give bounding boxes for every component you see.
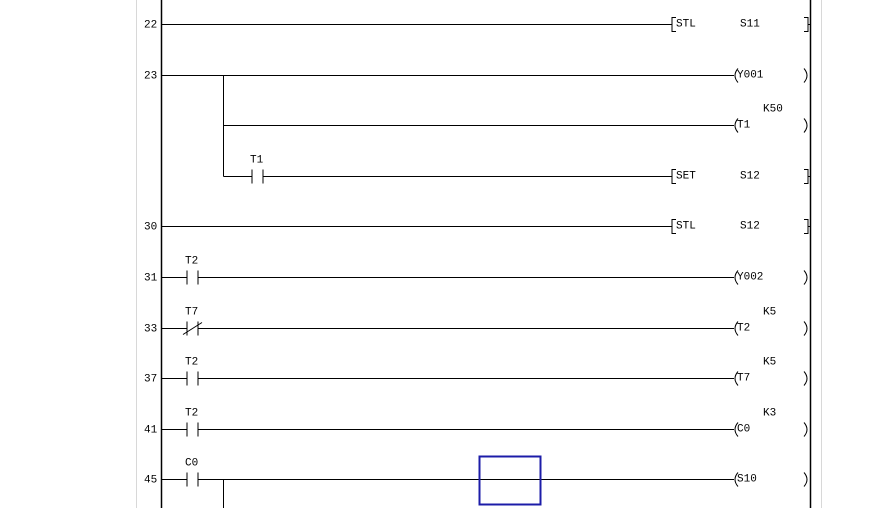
instruction-op[interactable]: STL bbox=[676, 19, 696, 31]
step-number: 30 bbox=[144, 222, 157, 234]
step-number: 23 bbox=[144, 71, 157, 83]
step-number: 37 bbox=[144, 374, 157, 386]
coil-close-paren bbox=[803, 321, 808, 336]
coil-close-paren bbox=[803, 472, 808, 487]
contact-label: C0 bbox=[185, 458, 198, 470]
instruction-open-bracket bbox=[668, 17, 676, 32]
step-number: 22 bbox=[144, 20, 157, 32]
coil-close-paren bbox=[803, 118, 808, 133]
coil-preset: K3 bbox=[763, 408, 776, 420]
coil-operand[interactable]: T7 bbox=[737, 373, 750, 385]
contact-label: T1 bbox=[250, 155, 264, 167]
instruction-close-bracket bbox=[804, 219, 810, 234]
coil-open-paren bbox=[734, 472, 739, 487]
coil-close-paren bbox=[803, 68, 808, 83]
instruction-operand[interactable]: S11 bbox=[740, 19, 760, 31]
coil-operand[interactable]: Y001 bbox=[737, 70, 764, 82]
coil-operand[interactable]: C0 bbox=[737, 424, 750, 436]
instruction-op[interactable]: STL bbox=[676, 221, 696, 233]
contact-label: T2 bbox=[185, 408, 198, 420]
coil-open-paren bbox=[734, 321, 739, 336]
coil-preset: K5 bbox=[763, 357, 776, 369]
contact-label: T2 bbox=[185, 357, 198, 369]
coil-preset: K5 bbox=[763, 307, 776, 319]
coil-close-paren bbox=[803, 422, 808, 437]
contact-nc-slash bbox=[182, 322, 203, 335]
coil-operand[interactable]: T2 bbox=[737, 323, 750, 335]
instruction-close-bracket bbox=[804, 169, 810, 184]
coil-close-paren bbox=[803, 371, 808, 386]
contact-label: T2 bbox=[185, 256, 198, 268]
coil-open-paren bbox=[734, 118, 739, 133]
instruction-open-bracket bbox=[668, 219, 676, 234]
coil-open-paren bbox=[734, 422, 739, 437]
contact-label: T7 bbox=[185, 307, 198, 319]
instruction-close-bracket bbox=[804, 17, 810, 32]
coil-operand[interactable]: S10 bbox=[737, 474, 757, 486]
instruction-op[interactable]: SET bbox=[676, 171, 696, 183]
step-number: 41 bbox=[144, 425, 158, 437]
step-number: 45 bbox=[144, 475, 157, 487]
coil-operand[interactable]: T1 bbox=[737, 120, 751, 132]
instruction-operand[interactable]: S12 bbox=[740, 171, 760, 183]
coil-open-paren bbox=[734, 371, 739, 386]
step-number: 31 bbox=[144, 273, 158, 285]
cursor-box[interactable] bbox=[478, 455, 542, 506]
instruction-open-bracket bbox=[668, 169, 676, 184]
coil-open-paren bbox=[734, 68, 739, 83]
coil-operand[interactable]: Y002 bbox=[737, 272, 763, 284]
coil-preset: K50 bbox=[763, 104, 783, 116]
coil-close-paren bbox=[803, 270, 808, 285]
coil-open-paren bbox=[734, 270, 739, 285]
step-number: 33 bbox=[144, 324, 157, 336]
instruction-operand[interactable]: S12 bbox=[740, 221, 760, 233]
